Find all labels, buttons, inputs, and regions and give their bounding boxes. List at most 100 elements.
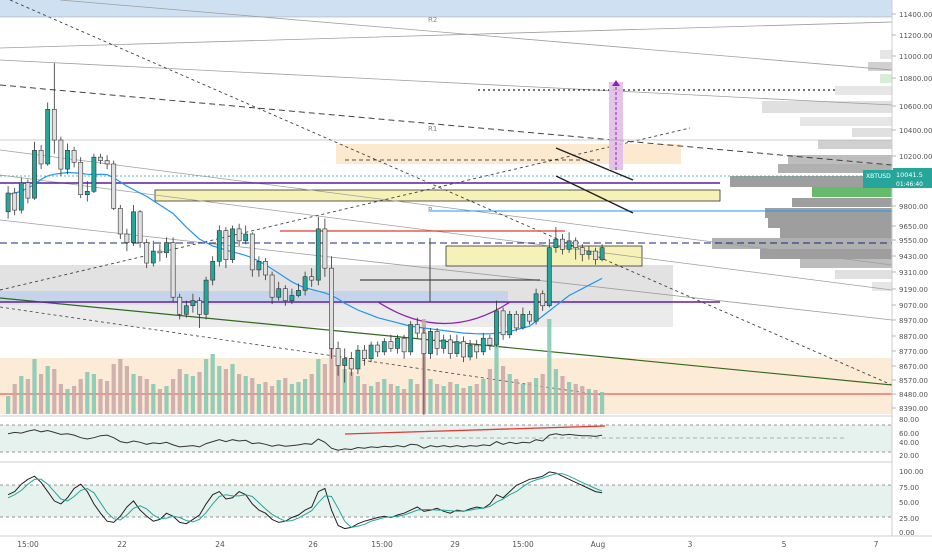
price-tick-label: 10800.00 (899, 75, 932, 83)
vp-bar (765, 208, 892, 218)
last-price: 10041.5 (896, 171, 923, 179)
candle (533, 288, 539, 325)
vp-bar (872, 282, 892, 291)
resistance-zone (336, 144, 681, 164)
candle-body (315, 228, 321, 281)
trendline (0, 174, 893, 291)
candle-body (104, 160, 110, 165)
rsi-band (0, 425, 892, 452)
candle-body (157, 250, 163, 254)
candle (289, 288, 295, 305)
candle (111, 160, 117, 211)
candle (243, 225, 249, 245)
candle-body (223, 230, 229, 260)
volume-bar (230, 364, 235, 414)
candle-body (236, 228, 242, 242)
candle-body (355, 349, 361, 370)
volume-bar (263, 382, 268, 414)
volume-bar (428, 379, 433, 414)
candle-body (150, 250, 156, 264)
candle (348, 351, 354, 376)
candle (309, 268, 315, 287)
candle (98, 153, 103, 164)
candle-body (560, 238, 565, 250)
time-ticks: 15:00 22 24 26 15:00 29 15:00 Aug 3 5 7 (17, 540, 878, 549)
vp-bar (762, 101, 892, 113)
candle (203, 276, 209, 320)
candle-body (342, 358, 348, 366)
trendline (59, 0, 893, 71)
vp-bar (792, 198, 892, 207)
candle (249, 232, 255, 277)
volume-bar (296, 382, 301, 414)
candle (342, 348, 348, 383)
candle-body (599, 247, 605, 260)
vp-bar (835, 86, 892, 95)
volume-bar (487, 369, 492, 414)
candle-body (263, 261, 268, 276)
candle-body (282, 288, 288, 301)
candle (414, 317, 420, 339)
candle-body (513, 313, 519, 329)
candle-body (137, 211, 143, 243)
trendline (0, 219, 893, 321)
candle-body (164, 242, 169, 254)
candle (527, 310, 532, 325)
candle (210, 256, 216, 286)
lower-support-zone (445, 245, 643, 267)
candle (296, 283, 301, 298)
pivot-label-r1: R1 (428, 125, 437, 133)
candle (480, 333, 486, 356)
volume-bar (593, 390, 598, 414)
pivot-label-p: P (428, 206, 432, 214)
candle (428, 327, 433, 359)
volume-bar (32, 359, 37, 414)
candle-body (309, 276, 315, 281)
volume-bar (164, 386, 169, 414)
dashed-downtrend (9, 0, 893, 386)
volume-bar (197, 372, 202, 414)
volume-bar (39, 374, 44, 414)
last-price-badge (893, 168, 932, 188)
candle (302, 271, 308, 296)
stoch-ticks: 100.00 75.00 50.00 25.00 0.00 (899, 468, 924, 537)
price-tick-label: 9070.00 (899, 302, 928, 310)
candle-body (487, 337, 493, 346)
candle (579, 244, 585, 262)
price-tick-label: 9800.00 (899, 203, 928, 211)
candle (117, 204, 123, 240)
candle-body (296, 290, 301, 296)
candle-body (474, 344, 480, 353)
volume-bar (151, 384, 156, 414)
candle (593, 247, 598, 265)
candle (223, 227, 229, 269)
time-tick-label: 3 (688, 540, 693, 549)
candle (282, 285, 288, 306)
volume-bar (184, 374, 189, 414)
candle-body (375, 344, 381, 353)
candle-body (533, 293, 539, 322)
candle-body (190, 300, 196, 307)
candle-body (500, 310, 506, 336)
volume-bar (369, 386, 374, 414)
candle-body (276, 288, 282, 298)
candle (216, 225, 222, 267)
volume-bar (382, 379, 387, 414)
volume-bars (6, 319, 605, 414)
candle (256, 256, 262, 277)
candle (454, 334, 460, 357)
candle-body (38, 150, 44, 165)
trendline (0, 149, 893, 266)
volume-bar (567, 382, 572, 414)
vp-bar (868, 62, 892, 71)
stoch-tick-label: 25.00 (899, 515, 919, 523)
rsi-line (8, 429, 603, 451)
price-tick-label: 9550.00 (899, 237, 928, 245)
candle (197, 297, 202, 328)
candle-body (183, 305, 189, 315)
volume-bar (474, 384, 479, 414)
rsi-panel (0, 424, 892, 453)
candle (507, 310, 513, 339)
candle-body (428, 331, 433, 354)
